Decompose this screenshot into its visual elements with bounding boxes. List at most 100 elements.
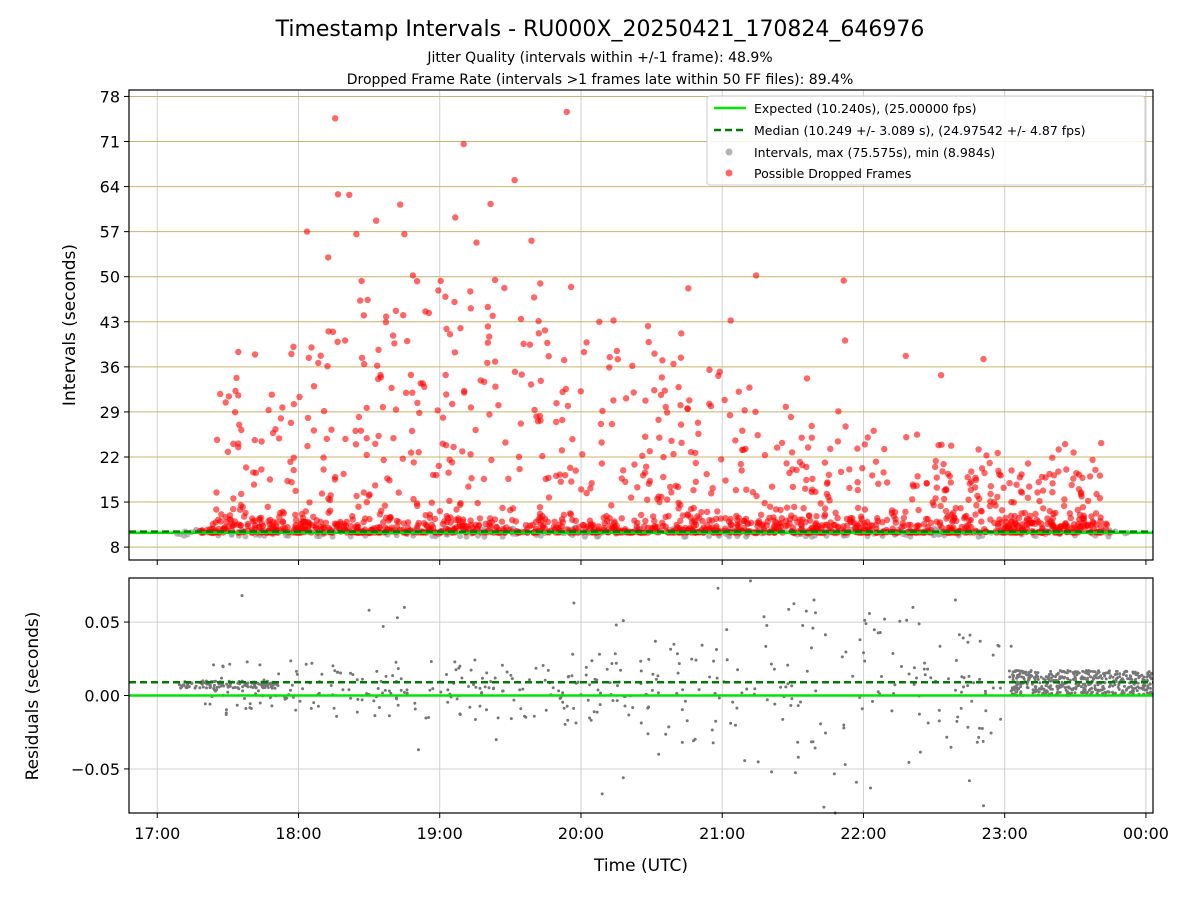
residual-point bbox=[1135, 673, 1139, 677]
dropped-frame-point bbox=[457, 500, 464, 507]
residual-point bbox=[1049, 676, 1053, 680]
dropped-frame-point bbox=[251, 436, 258, 444]
residual-point bbox=[413, 707, 417, 711]
dropped-frame-point bbox=[704, 522, 711, 529]
dropped-frame-point bbox=[768, 483, 776, 490]
dropped-frame-point bbox=[287, 419, 295, 426]
dropped-frame-point bbox=[741, 407, 748, 414]
residual-point bbox=[1049, 670, 1053, 673]
residual-point bbox=[669, 647, 673, 651]
dropped-frame-point bbox=[1084, 497, 1092, 505]
residual-point bbox=[786, 663, 790, 667]
dropped-frame-point bbox=[583, 339, 590, 346]
dropped-frame-point bbox=[772, 506, 780, 513]
residual-point bbox=[1008, 675, 1012, 679]
dropped-frame-point bbox=[484, 339, 492, 346]
residual-point bbox=[717, 696, 721, 700]
dropped-frame-point bbox=[502, 439, 509, 446]
residual-point bbox=[592, 710, 596, 714]
dropped-frame-point bbox=[363, 435, 370, 442]
dropped-frame-point bbox=[715, 372, 722, 379]
residual-point bbox=[193, 686, 197, 690]
dropped-frame-point bbox=[782, 522, 789, 530]
residual-point bbox=[1050, 679, 1054, 683]
residual-point bbox=[863, 659, 867, 663]
dropped-frame-point bbox=[827, 445, 834, 452]
residual-point bbox=[1145, 688, 1149, 692]
residual-outlier-15 bbox=[621, 776, 625, 780]
dropped-frame-point bbox=[643, 463, 650, 470]
dropped-frame-point bbox=[226, 512, 234, 519]
dropped-frame-point bbox=[588, 480, 595, 487]
residual-point bbox=[813, 746, 817, 750]
dropped-frame-point bbox=[823, 490, 831, 498]
dropped-frame-point bbox=[644, 496, 651, 503]
residual-point bbox=[544, 708, 548, 712]
residual-outlier-12 bbox=[911, 605, 915, 609]
dropped-frame-point bbox=[1039, 524, 1046, 531]
dropped-frame-point bbox=[902, 508, 909, 515]
residual-point bbox=[842, 723, 846, 727]
residual-point bbox=[383, 688, 387, 692]
residual-point bbox=[1109, 674, 1113, 678]
dropped-frame-point bbox=[771, 517, 778, 524]
dropped-frame-point bbox=[964, 474, 971, 481]
residual-point bbox=[789, 704, 793, 707]
dropped-frame-point bbox=[846, 484, 853, 492]
dropped-frame-point bbox=[465, 483, 472, 490]
residual-point bbox=[521, 687, 525, 691]
residual-outlier-6 bbox=[614, 623, 618, 627]
residual-point bbox=[1141, 687, 1145, 691]
dropped-frame-point-49 bbox=[559, 388, 566, 396]
residual-point bbox=[226, 685, 230, 689]
dropped-frame-point bbox=[706, 517, 713, 524]
residual-point bbox=[926, 667, 930, 671]
residual-point bbox=[736, 668, 740, 672]
dropped-frame-point-48 bbox=[606, 364, 613, 371]
dropped-frame-point bbox=[491, 516, 499, 523]
dropped-frame-point bbox=[322, 519, 330, 526]
residual-point bbox=[565, 704, 569, 708]
dropped-frame-point bbox=[967, 486, 975, 494]
dropped-frame-point bbox=[425, 309, 433, 317]
dropped-frame-point bbox=[631, 517, 638, 524]
x-tick-label-7: 00:00 bbox=[1123, 824, 1169, 843]
residual-point bbox=[394, 660, 398, 664]
dropped-frame-point bbox=[920, 521, 928, 528]
dropped-frame-point-1 bbox=[563, 108, 570, 116]
residual-point bbox=[212, 663, 215, 667]
dropped-frame-point bbox=[664, 496, 671, 503]
residual-point bbox=[1009, 644, 1013, 648]
dropped-frame-point-27 bbox=[596, 318, 603, 325]
dropped-frame-point bbox=[898, 524, 905, 531]
residual-point bbox=[472, 683, 476, 687]
dropped-frame-point bbox=[1024, 460, 1032, 467]
residual-point bbox=[179, 686, 183, 690]
dropped-frame-point bbox=[1008, 467, 1015, 474]
dropped-frame-point bbox=[323, 435, 330, 442]
dropped-frame-point bbox=[347, 523, 355, 530]
intervals-ytick-label-3: 29 bbox=[100, 403, 120, 422]
residual-point bbox=[692, 739, 695, 743]
dropped-frame-point bbox=[658, 493, 665, 501]
residual-point bbox=[224, 711, 228, 715]
residual-point bbox=[708, 675, 712, 679]
dropped-frame-point bbox=[950, 509, 957, 516]
residual-point bbox=[277, 672, 281, 676]
dropped-frame-point bbox=[950, 524, 957, 531]
dropped-frame-point-39 bbox=[486, 333, 493, 340]
dropped-frame-point bbox=[491, 276, 499, 284]
dropped-frame-point bbox=[766, 503, 774, 510]
residual-point bbox=[546, 668, 550, 672]
residual-point bbox=[646, 706, 650, 710]
residual-point bbox=[208, 702, 212, 706]
dropped-frame-point bbox=[393, 523, 401, 530]
dropped-frame-point bbox=[824, 521, 831, 529]
residual-point bbox=[991, 686, 995, 690]
residual-point bbox=[595, 678, 599, 682]
dropped-frame-point bbox=[375, 432, 382, 440]
dropped-frame-point bbox=[661, 387, 668, 394]
dropped-frame-point bbox=[684, 405, 691, 413]
dropped-frame-point bbox=[622, 478, 629, 485]
dropped-frame-point bbox=[290, 343, 297, 350]
